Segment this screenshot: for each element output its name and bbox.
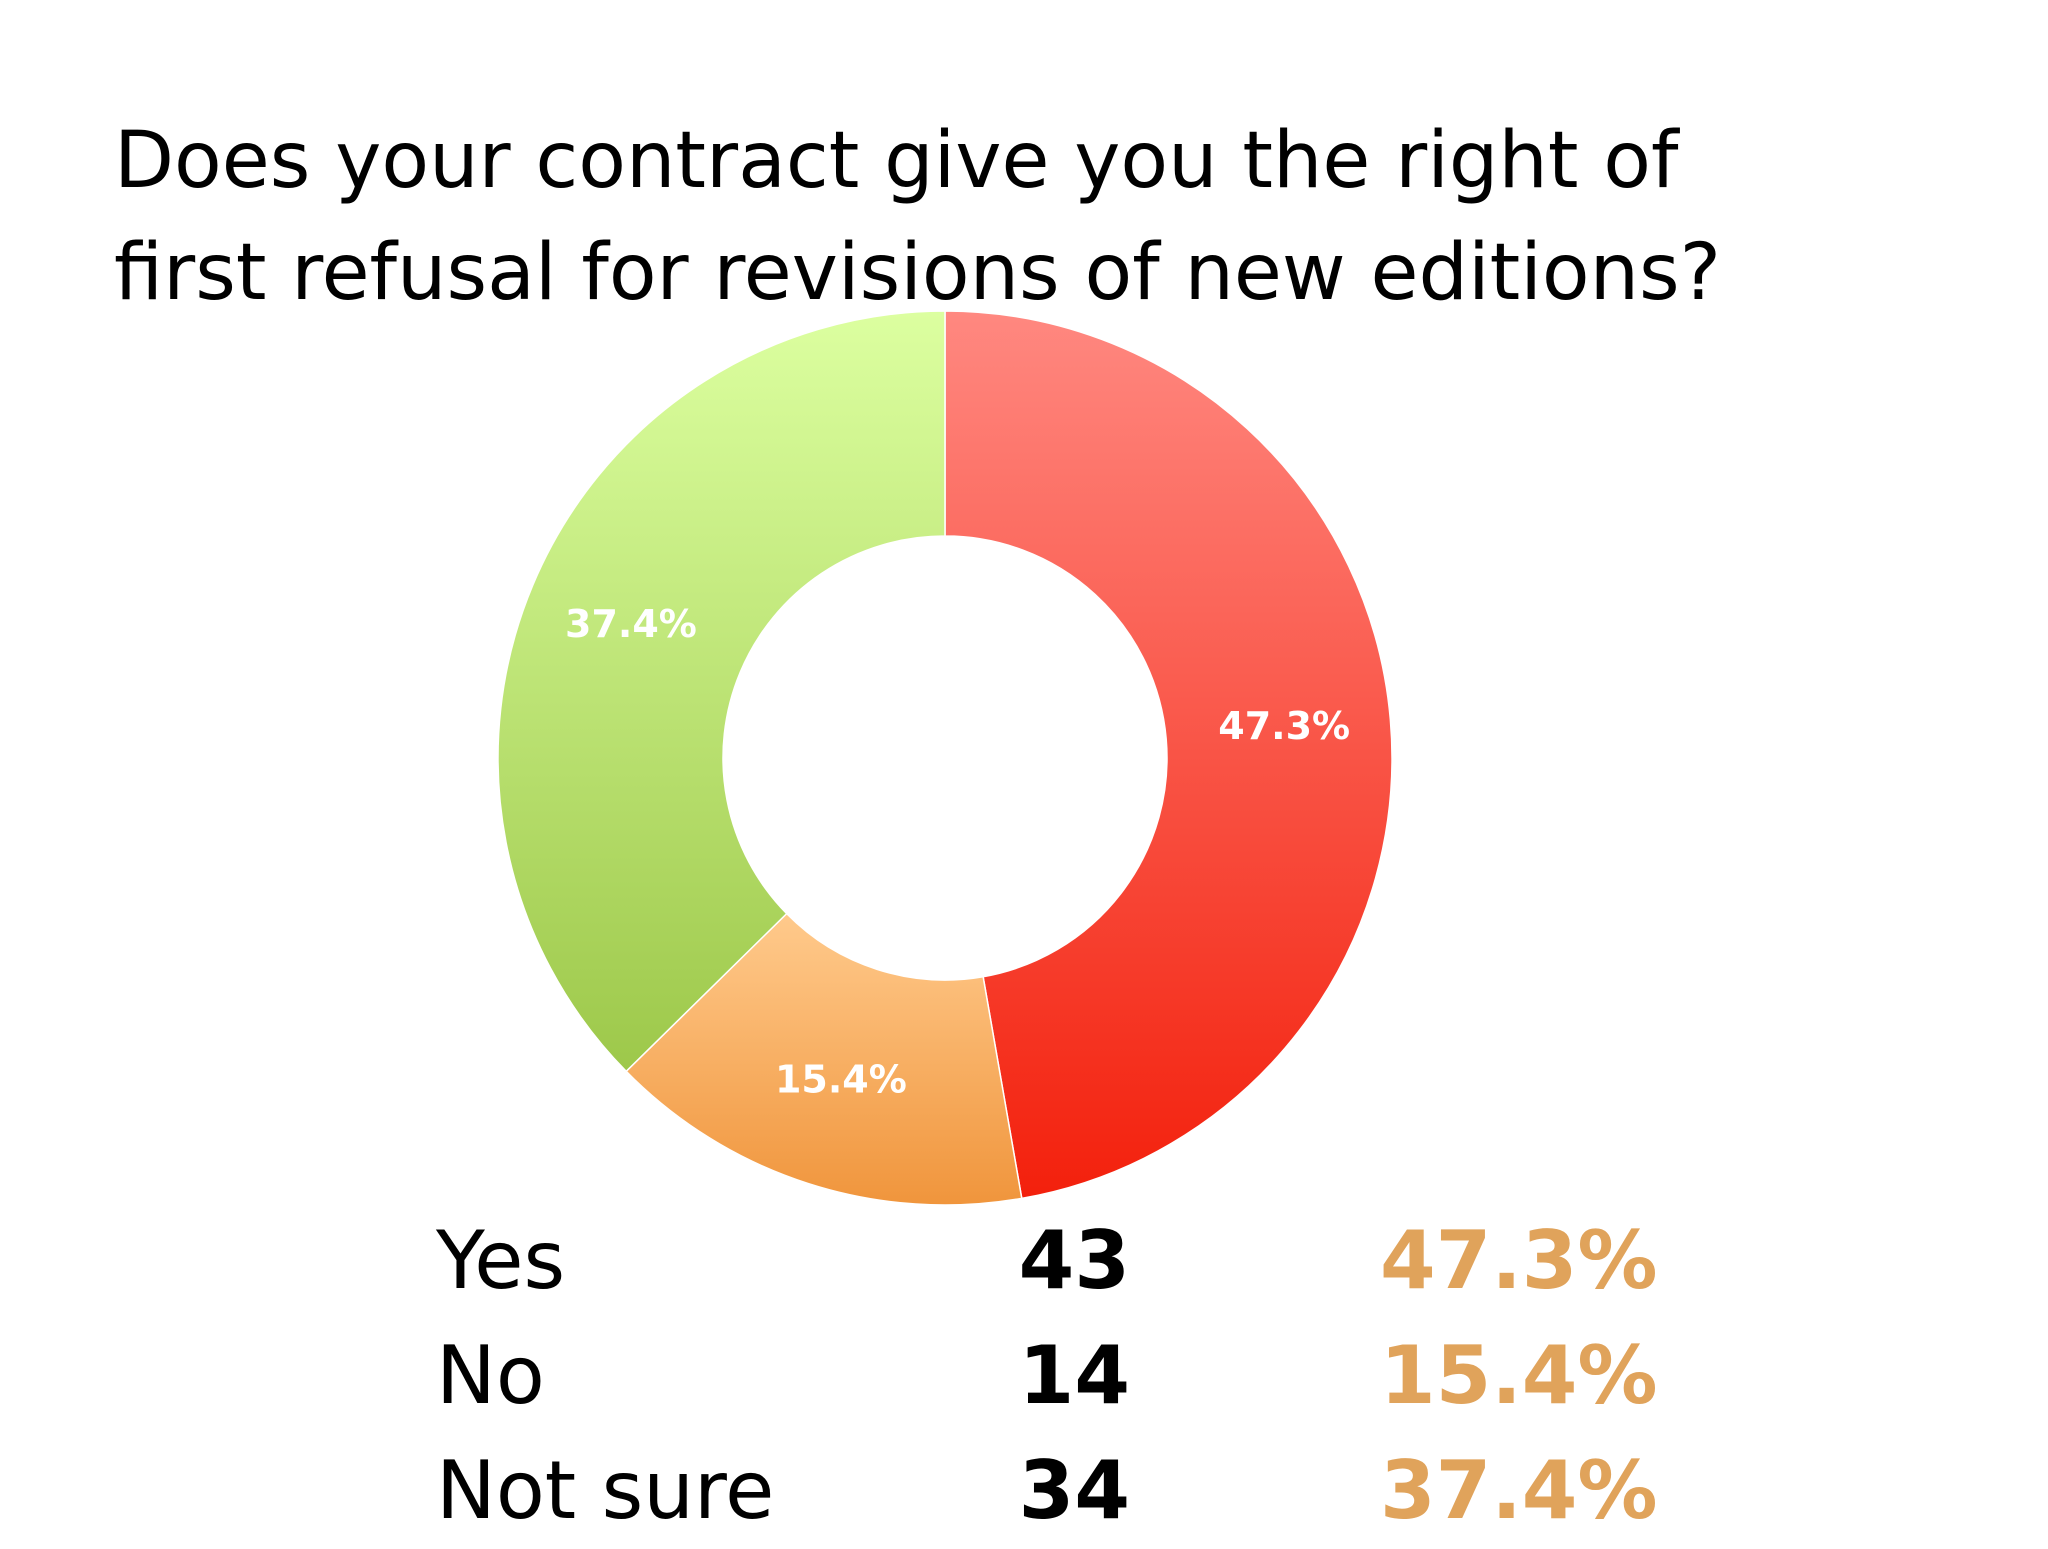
row-percent: 47.3% [1380,1214,1658,1307]
donut-slice-labels: 47.3% 15.4% 37.4% [565,602,1350,1102]
row-count: 43 [1018,1214,1130,1307]
slice-percent-label: 37.4% [565,602,697,646]
row-label: Not sure [436,1444,775,1537]
donut-slice-not-sure [497,310,946,1073]
table-row: Not sure 34 37.4% [0,1433,2048,1549]
row-count: 14 [1018,1329,1130,1422]
row-label: No [436,1329,545,1422]
row-percent: 15.4% [1380,1329,1658,1422]
row-label: Yes [436,1214,566,1307]
slice-percent-label: 47.3% [1218,704,1350,748]
row-count: 34 [1018,1444,1130,1537]
donut-slice-no [625,912,1023,1206]
table-row: Yes 43 47.3% [0,1203,2048,1319]
donut-slice-yes [944,310,1393,1200]
chart-title: Does your contract give you the right of… [114,116,1722,318]
row-percent: 37.4% [1380,1444,1658,1537]
donut-slices [497,310,1393,1206]
table-row: No 14 15.4% [0,1318,2048,1434]
slice-percent-label: 15.4% [775,1058,907,1102]
